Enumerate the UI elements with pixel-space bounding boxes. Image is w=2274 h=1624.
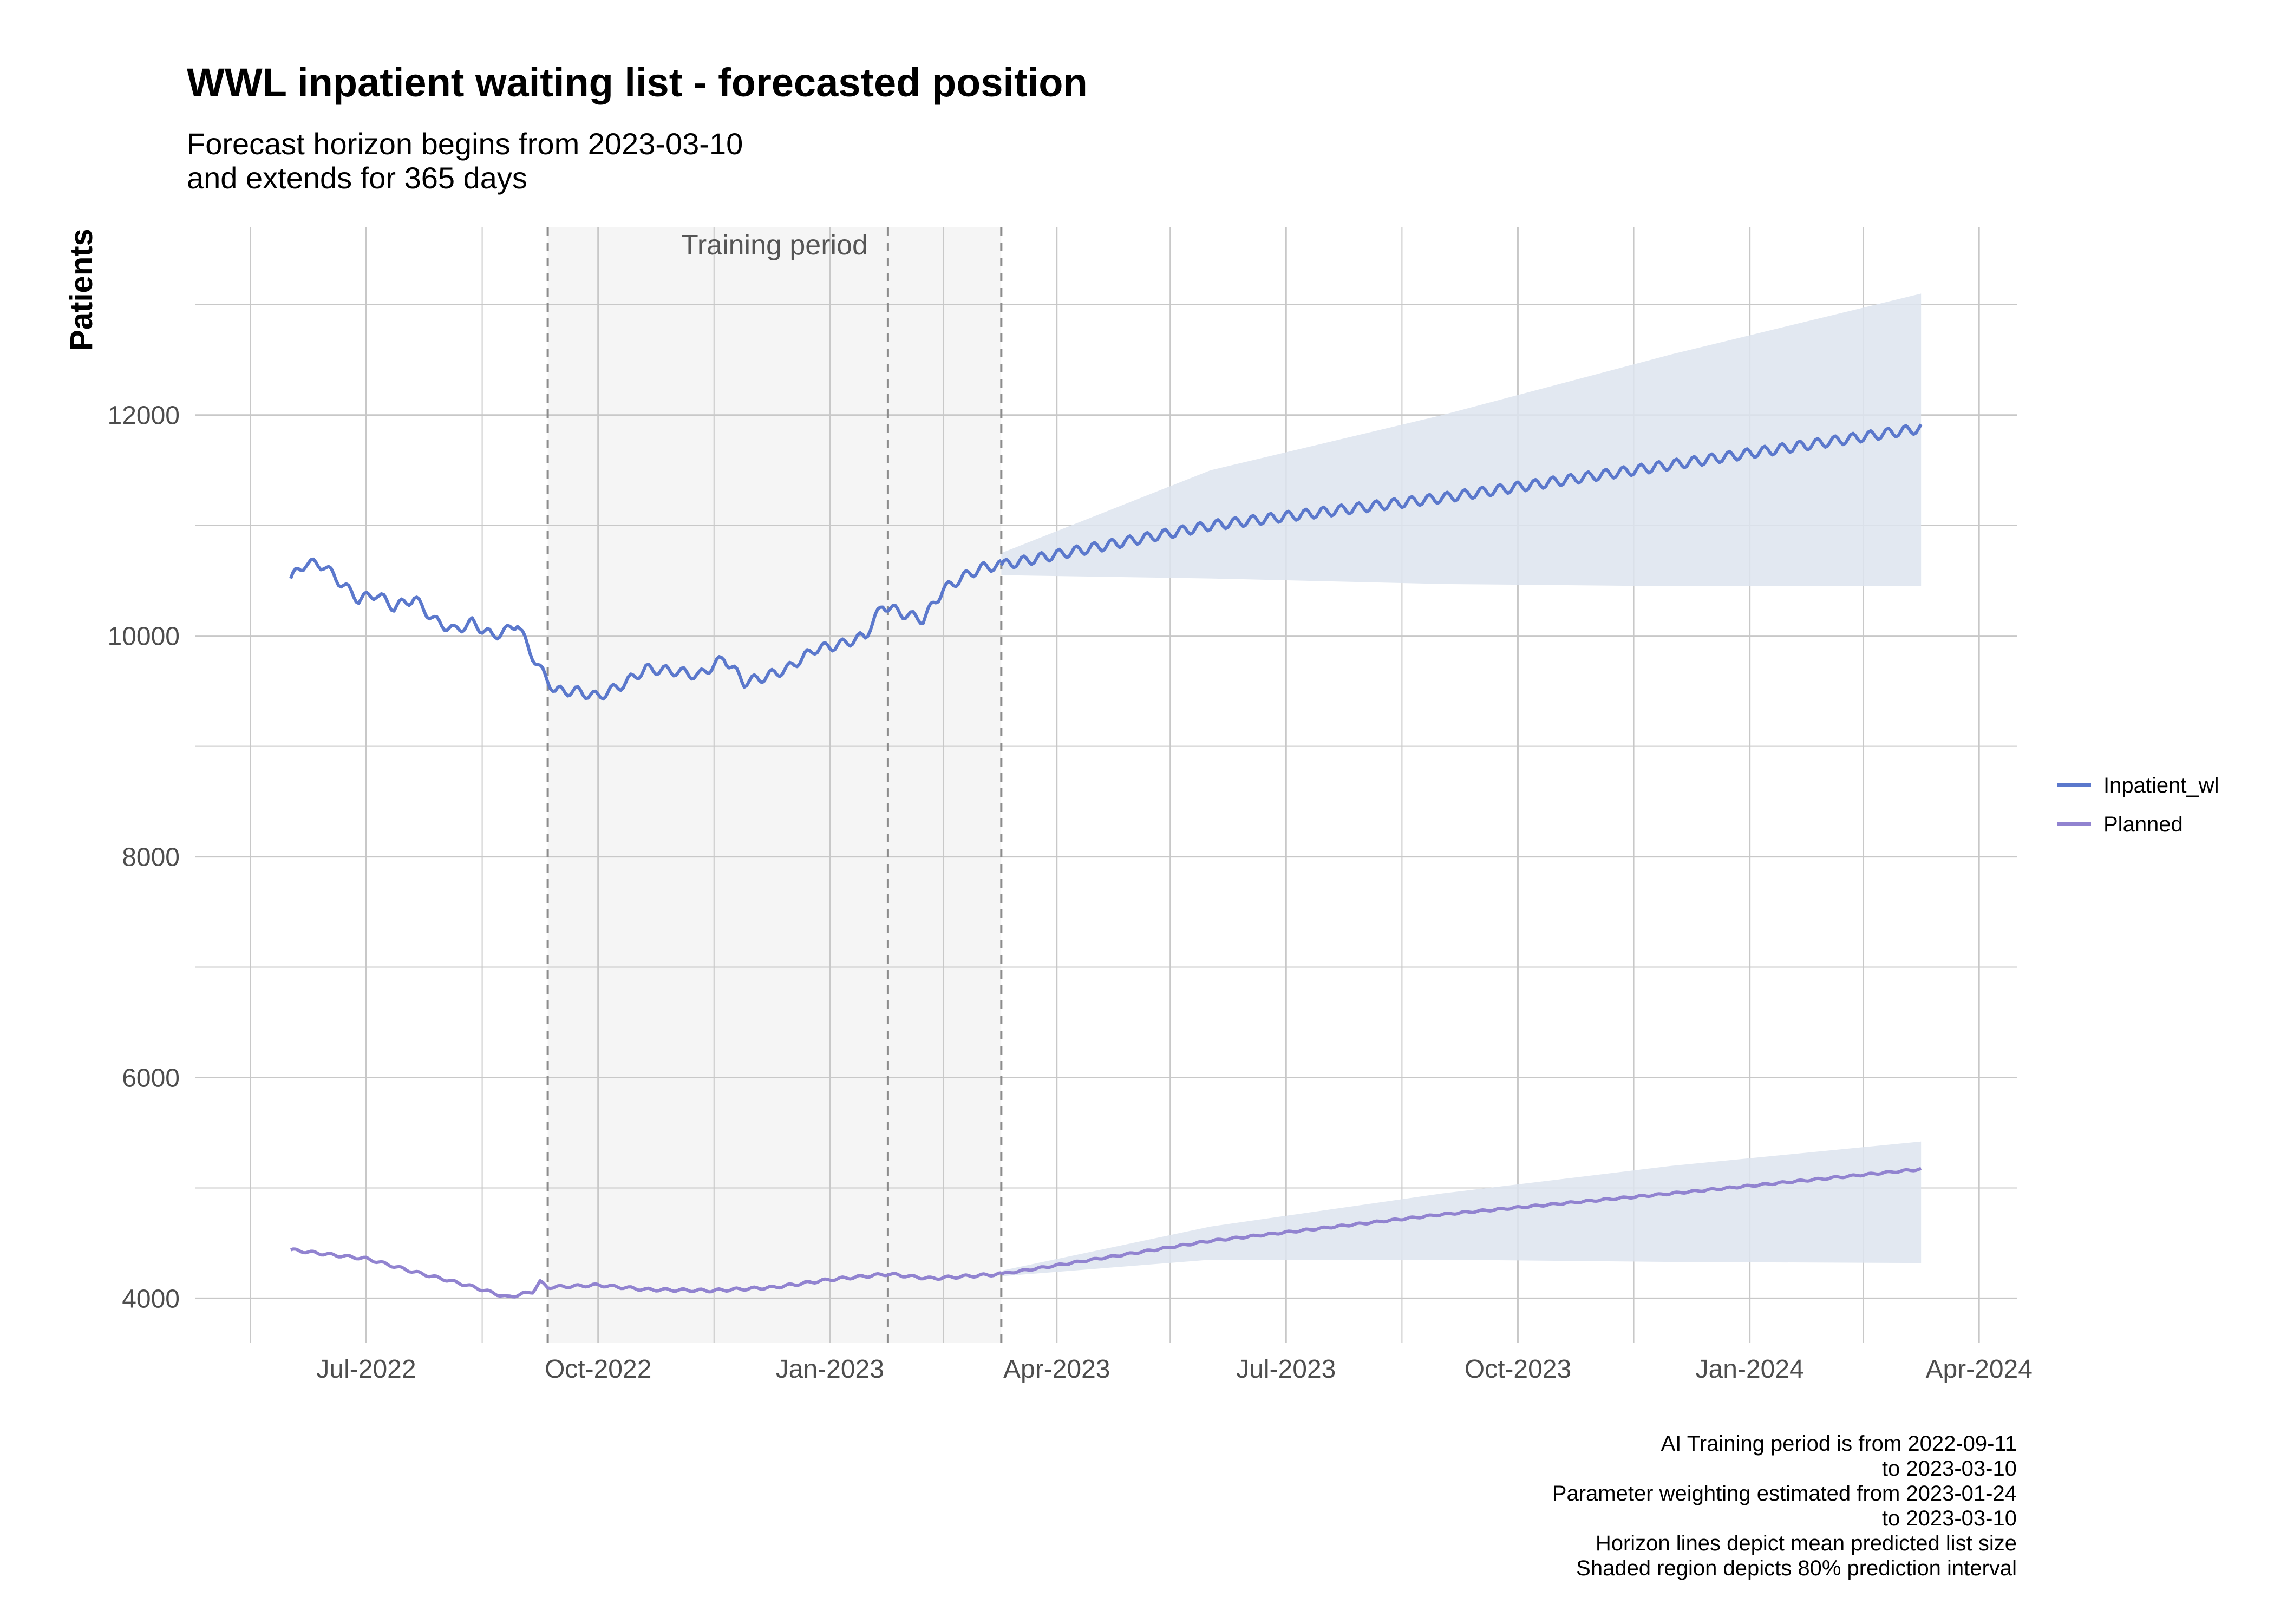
x-tick-label: Oct-2023 [1465, 1355, 1571, 1384]
grid-lines [195, 227, 2017, 1343]
chart-title: WWL inpatient waiting list - forecasted … [187, 60, 1088, 105]
y-tick-label: 12000 [108, 402, 180, 430]
x-axis-ticks: Jul-2022 Oct-2022 Jan-2023 Apr-2023 Jul-2023… [316, 1355, 2032, 1384]
caption-line-3: Parameter weighting estimated from 2023-… [1552, 1482, 2017, 1505]
y-tick-label: 10000 [108, 623, 180, 651]
y-tick-label: 4000 [122, 1285, 180, 1313]
chart-caption: AI Training period is from 2022-09-11 to… [1552, 1432, 2017, 1580]
legend-label-planned: Planned [2103, 813, 2183, 836]
series-line-inpatient-wl-forecast [999, 423, 1923, 569]
legend-label-inpatient-wl: Inpatient_wl [2103, 774, 2219, 797]
x-tick-label: Jan-2024 [1696, 1355, 1804, 1384]
series-line-planned-actual [290, 1247, 1002, 1299]
x-tick-label: Jul-2023 [1236, 1355, 1336, 1384]
y-tick-label: 8000 [122, 843, 180, 872]
period-marker-lines [546, 227, 1003, 1343]
caption-line-1: AI Training period is from 2022-09-11 [1661, 1432, 2017, 1456]
y-axis-ticks: 4000 6000 8000 10000 12000 [108, 402, 180, 1314]
training-period-region [547, 227, 1002, 1343]
x-tick-label: Apr-2023 [1003, 1355, 1110, 1384]
x-tick-label: Apr-2024 [1925, 1355, 2032, 1384]
prediction-interval-inpatient-wl [1001, 293, 1922, 586]
training-period-band [547, 227, 1002, 1343]
x-tick-label: Jan-2023 [776, 1355, 884, 1384]
plot-area: Training period [195, 227, 2017, 1343]
series-line-planned-forecast [1001, 1167, 1922, 1276]
caption-line-4: to 2023-03-10 [1882, 1507, 2017, 1530]
prediction-interval-planned [1001, 1141, 1922, 1276]
prediction-intervals [1001, 293, 1922, 1276]
series-line-inpatient-wl-actual [289, 557, 1002, 701]
caption-line-6: Shaded region depicts 80% prediction int… [1576, 1556, 2017, 1580]
series-lines [289, 423, 1923, 1299]
caption-line-2: to 2023-03-10 [1882, 1457, 2017, 1481]
legend: Inpatient_wl Planned [2057, 774, 2219, 836]
chart-subtitle-line-1: Forecast horizon begins from 2023-03-10 [187, 127, 743, 161]
y-tick-label: 6000 [122, 1064, 180, 1092]
x-tick-label: Oct-2022 [545, 1355, 651, 1384]
training-period-label: Training period [681, 230, 868, 261]
caption-line-5: Horizon lines depict mean predicted list… [1596, 1531, 2017, 1555]
chart-subtitle-line-2: and extends for 365 days [187, 161, 527, 195]
y-axis-label: Patients [64, 228, 99, 351]
x-tick-label: Jul-2022 [316, 1355, 416, 1384]
